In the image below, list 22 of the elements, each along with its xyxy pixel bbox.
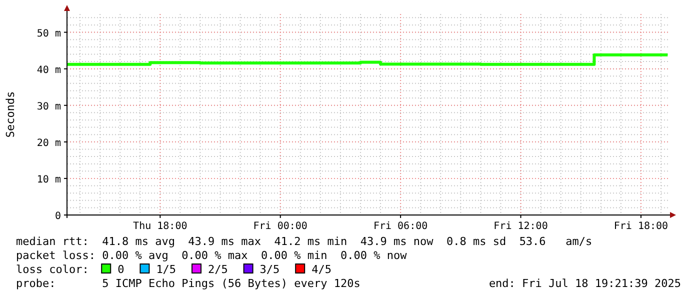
legend-label: 0: [118, 263, 124, 276]
y-tick-label: 20 m: [36, 138, 61, 149]
y-axis-title: Seconds: [4, 91, 17, 138]
legend-label: 3/5: [260, 263, 280, 276]
legend-label: 4/5: [312, 263, 332, 276]
x-tick-label: Fri 12:00: [494, 221, 548, 232]
legend-label: 1/5: [156, 263, 176, 276]
text: end: Fri Jul 18 19:21:39 2025: [488, 277, 681, 290]
y-tick-label: 30 m: [36, 101, 61, 112]
legend-title: loss color:: [16, 263, 89, 276]
y-tick-label: 10 m: [36, 174, 61, 186]
text: median rtt: 41.8 ms avg 43.9 ms max 41.2 ms min 43.9 ms now 0.8 ms sd 53.6 am/s: [16, 235, 592, 248]
y-tick-label: 0: [54, 211, 61, 222]
text: packet loss: 0.00 % avg 0.00 % max 0.00 % min 0.00 % now: [16, 249, 408, 262]
x-tick-label: Fri 06:00: [373, 221, 428, 232]
x-tick-label: Thu 18:00: [133, 221, 188, 232]
legend-label: 2/5: [208, 263, 228, 276]
y-tick-label: 50 m: [36, 28, 61, 40]
text: probe: 5 ICMP Echo Pings (56 Bytes) every 120s: [16, 277, 360, 290]
y-tick-label: 40 m: [36, 64, 61, 76]
x-tick-label: Fri 18:00: [614, 221, 668, 232]
x-tick-label: Fri 00:00: [253, 221, 308, 232]
